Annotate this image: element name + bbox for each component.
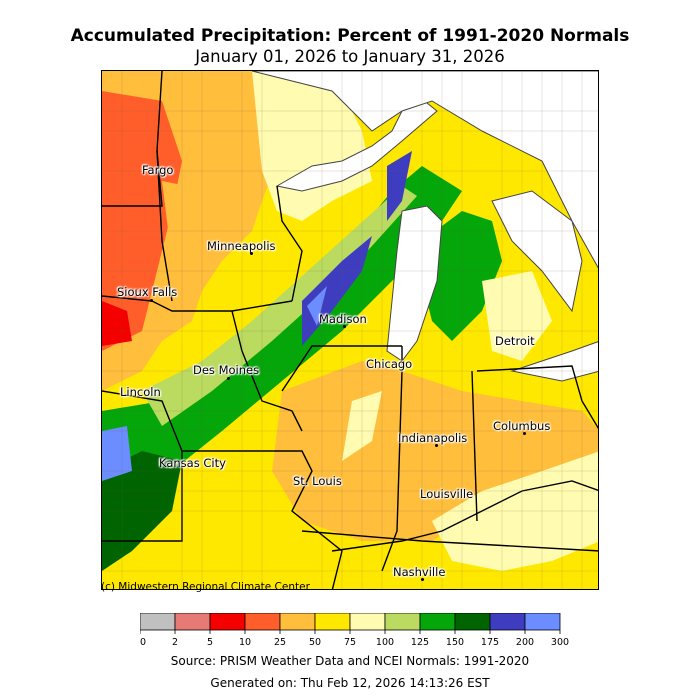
city-dot-des-moines: [227, 377, 230, 380]
city-dot-minneapolis: [250, 252, 253, 255]
city-label-detroit: Detroit: [495, 334, 535, 348]
generated-text: Generated on: Thu Feb 12, 2026 14:13:26 …: [0, 676, 700, 690]
legend-tick-label: 300: [551, 637, 569, 648]
city-dot-sioux-falls: [150, 299, 153, 302]
city-label-madison: Madison: [319, 312, 367, 326]
legend-swatch: [525, 613, 560, 630]
city-label-fargo: Fargo: [142, 163, 173, 177]
city-label-chicago: Chicago: [366, 357, 412, 371]
city-label-minneapolis: Minneapolis: [207, 239, 276, 253]
legend-tick-label: 175: [481, 637, 499, 648]
legend-tick-label: 50: [309, 637, 321, 648]
city-label-indianapolis: Indianapolis: [398, 431, 467, 445]
legend-swatch: [455, 613, 490, 630]
legend-swatch: [210, 613, 245, 630]
legend-swatch: [280, 613, 315, 630]
city-label-columbus: Columbus: [493, 419, 550, 433]
city-label-des-moines: Des Moines: [193, 363, 259, 377]
legend-swatch: [490, 613, 525, 630]
legend-swatch: [385, 613, 420, 630]
city-label-nashville: Nashville: [393, 565, 445, 579]
city-dot-indianapolis: [435, 444, 438, 447]
map-title: Accumulated Precipitation: Percent of 19…: [0, 26, 700, 46]
legend-tick-label: 150: [446, 637, 464, 648]
legend-tick-label: 0: [140, 637, 146, 648]
city-label-sioux-falls: Sioux Falls: [117, 285, 177, 299]
legend-tick-label: 25: [274, 637, 286, 648]
source-text: Source: PRISM Weather Data and NCEI Norm…: [0, 654, 700, 668]
city-label-kansas-city: Kansas City: [159, 456, 226, 470]
legend-tick-label: 200: [516, 637, 534, 648]
legend-tick-label: 5: [207, 637, 213, 648]
legend-tick-label: 10: [239, 637, 251, 648]
legend-tick-label: 75: [344, 637, 356, 648]
legend-swatch: [245, 613, 280, 630]
city-label-lincoln: Lincoln: [120, 385, 161, 399]
map-canvas: [102, 71, 599, 590]
legend-swatch: [175, 613, 210, 630]
city-dot-columbus: [523, 432, 526, 435]
legend-swatch: [140, 613, 175, 630]
city-dot-nashville: [421, 578, 424, 581]
city-label-st-louis: St. Louis: [293, 474, 342, 488]
legend-swatch: [315, 613, 350, 630]
credit-text: (c) Midwestern Regional Climate Center: [101, 581, 310, 593]
precipitation-map: Fargo Minneapolis Sioux Falls Madison De…: [101, 70, 599, 590]
legend-swatch: [420, 613, 455, 630]
city-label-louisville: Louisville: [420, 487, 473, 501]
legend-swatch: [350, 613, 385, 630]
map-subtitle: January 01, 2026 to January 31, 2026: [0, 47, 700, 66]
legend-tick-label: 125: [411, 637, 429, 648]
legend-tick-label: 2: [172, 637, 178, 648]
legend-tick-label: 100: [376, 637, 394, 648]
color-legend: 0 2 5 10 25 50 75 100 125 150 175 200 300: [140, 613, 580, 653]
city-dot-madison: [343, 325, 346, 328]
